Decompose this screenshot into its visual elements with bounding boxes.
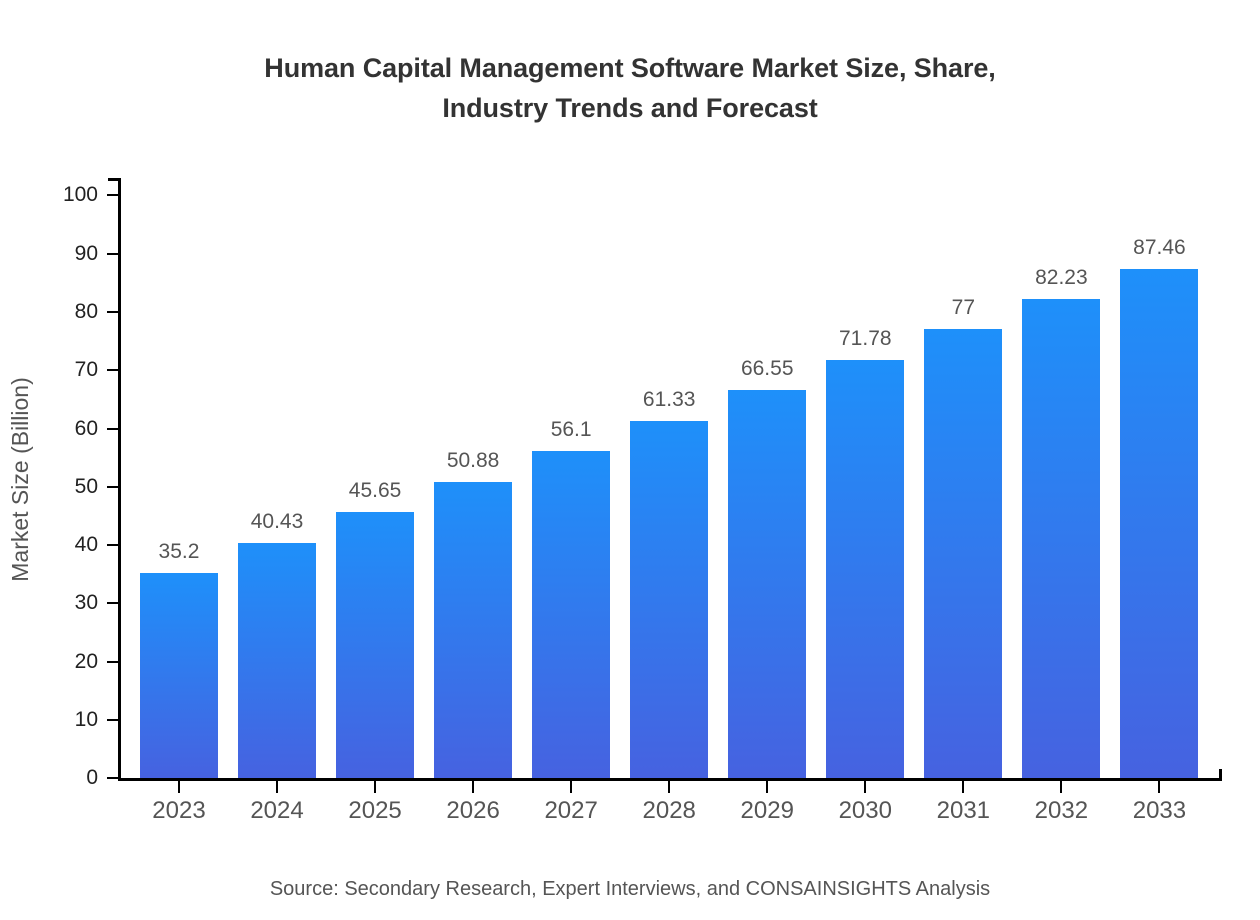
y-axis-top-cap [108,178,118,181]
x-tick-label: 2029 [740,797,794,824]
bar[interactable]: 35.2 [140,540,218,778]
x-tick [177,781,180,793]
bar-value-label: 35.2 [158,539,200,563]
x-tick-label: 2027 [544,797,598,824]
y-tick: 40 [75,533,118,556]
x-tick-label: 2025 [348,797,402,824]
x-tick-label: 2024 [250,797,304,824]
y-tick: 70 [75,358,118,381]
chart-title: Human Capital Management Software Market… [264,53,996,123]
bar[interactable]: 87.46 [1120,236,1199,778]
bar-value-label: 77 [951,296,976,320]
y-tick-label: 10 [74,707,98,731]
x-axis-spine [118,778,1222,781]
x-tick [962,781,965,793]
x-tick-label: 2033 [1132,797,1187,824]
bar[interactable]: 61.33 [630,388,709,778]
bar[interactable]: 56.1 [532,418,611,778]
x-tick-label: 2026 [446,797,500,824]
y-tick: 50 [75,475,118,498]
y-tick-label: 100 [62,183,98,207]
bar[interactable]: 50.88 [434,449,513,778]
y-axis-title: Market Size (Billion) [0,178,40,781]
y-tick-label: 80 [74,299,98,323]
y-axis-title-text: Market Size (Billion) [6,377,33,582]
x-tick [276,781,279,793]
y-tick-label: 0 [86,766,98,789]
source-note: Source: Secondary Research, Expert Inter… [269,878,991,900]
y-axis-spine [118,178,121,781]
bar-value-label: 66.55 [740,357,794,381]
x-axis-end-cap [1219,769,1222,781]
x-tick [1060,781,1063,793]
y-tick-label: 90 [74,241,98,265]
y-tick-label: 70 [74,358,98,382]
bar[interactable]: 66.55 [728,357,807,778]
bar-value-label: 87.46 [1133,235,1186,259]
x-tick [1158,781,1161,793]
y-tick: 30 [75,591,118,614]
y-tick-label: 40 [74,533,98,556]
y-tick: 10 [75,708,118,731]
y-tick: 60 [75,417,118,440]
bar-value-label: 56.1 [550,418,592,442]
bar[interactable]: 71.78 [826,327,905,778]
bar[interactable]: 40.43 [238,510,316,778]
x-tick-label: 2031 [936,797,991,824]
x-tick [570,781,573,793]
plot-area: 0 10 20 30 40 50 60 70 80 90 100 35.2 40.43 45.65 50.… [63,178,1222,793]
bar-value-label: 71.78 [839,326,892,350]
y-tick-label: 60 [74,416,98,440]
y-tick: 80 [75,300,118,323]
bar-value-label: 40.43 [250,509,304,533]
y-tick: 90 [75,242,118,265]
x-tick-label: 2030 [838,797,892,824]
bar-value-label: 45.65 [348,479,402,503]
x-tick [864,781,867,793]
bar[interactable]: 45.65 [336,479,415,778]
y-tick-label: 20 [74,649,98,673]
bar-value-label: 82.23 [1035,266,1088,289]
x-tick-label: 2023 [152,797,206,824]
bar-value-label: 61.33 [642,387,696,411]
x-tick [668,781,671,793]
bar[interactable]: 77 [924,296,1003,778]
x-tick [374,781,377,793]
x-tick-label: 2028 [642,797,696,824]
y-tick: 0 [86,766,118,789]
x-tick [472,781,475,793]
bar-value-label: 50.88 [446,448,500,472]
y-tick-label: 30 [74,591,98,615]
bar[interactable]: 82.23 [1022,266,1101,778]
x-tick-label: 2032 [1034,797,1089,824]
y-tick: 100 [63,183,118,206]
y-tick-label: 50 [74,474,98,498]
y-tick: 20 [75,650,118,673]
x-tick [766,781,769,793]
